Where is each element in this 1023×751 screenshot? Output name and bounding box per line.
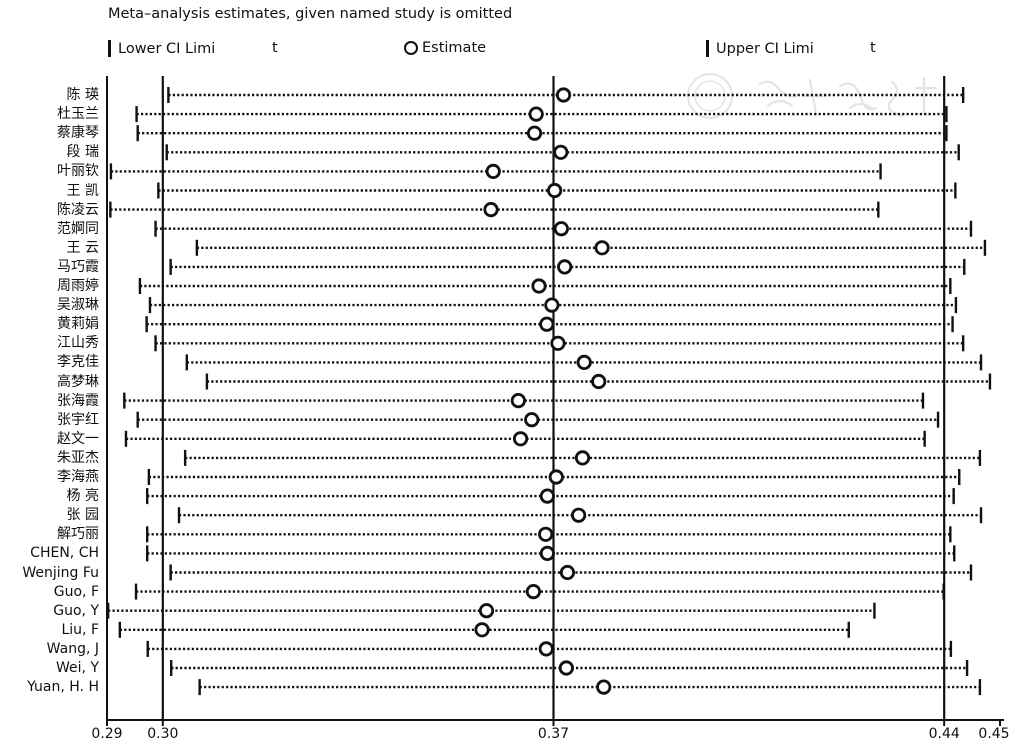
study-label: 李克佳 bbox=[57, 354, 99, 371]
study-label: Wenjing Fu bbox=[22, 564, 99, 581]
estimate-point-28 bbox=[474, 622, 490, 638]
estimate-point-25 bbox=[559, 564, 576, 581]
upper-ci-marker-icon bbox=[706, 40, 709, 57]
legend-estimate: Estimate bbox=[404, 40, 486, 56]
estimate-point-11 bbox=[544, 297, 560, 313]
estimate-point-20 bbox=[548, 469, 564, 485]
estimate-point-3 bbox=[553, 144, 569, 160]
estimate-point-17 bbox=[524, 412, 540, 428]
x-tick-label: 0.45 bbox=[978, 726, 1010, 742]
estimate-point-4 bbox=[485, 163, 501, 179]
legend-lower-ci: Lower CI Limi bbox=[108, 40, 215, 57]
study-label: Wang, J bbox=[46, 640, 99, 657]
study-label: 李海燕 bbox=[57, 469, 99, 485]
estimate-point-14 bbox=[576, 354, 592, 370]
x-tick-label: 0.29 bbox=[91, 726, 123, 742]
estimate-point-1 bbox=[528, 106, 544, 122]
study-label: 江山秀 bbox=[57, 335, 99, 352]
estimate-point-26 bbox=[525, 583, 542, 600]
estimate-point-13 bbox=[550, 335, 566, 351]
study-label: 张宇红 bbox=[57, 411, 99, 428]
study-label: 段 瑞 bbox=[66, 144, 99, 161]
legend-lower-ci-label: Lower CI Limi bbox=[118, 40, 216, 57]
study-label: 马巧霞 bbox=[57, 258, 99, 275]
study-label: 蔡康琴 bbox=[57, 125, 99, 142]
study-label: 朱亚杰 bbox=[57, 449, 99, 466]
study-label: 张 园 bbox=[66, 507, 99, 524]
estimate-point-9 bbox=[557, 259, 573, 275]
x-tick-label: 0.44 bbox=[928, 726, 960, 742]
lower-ci-marker-icon bbox=[108, 40, 111, 57]
estimate-point-24 bbox=[539, 545, 555, 562]
estimate-point-16 bbox=[510, 392, 526, 409]
legend-upper-ci-label: Upper CI Limi bbox=[716, 40, 814, 57]
estimate-point-15 bbox=[591, 373, 607, 390]
estimate-point-7 bbox=[553, 221, 569, 237]
estimate-marker-icon bbox=[404, 41, 418, 55]
study-label: Wei, Y bbox=[56, 660, 99, 676]
chart-title: Meta–analysis estimates, given named stu… bbox=[108, 6, 513, 22]
estimate-point-6 bbox=[483, 202, 499, 218]
study-label: Guo, F bbox=[53, 583, 99, 600]
estimate-point-18 bbox=[512, 431, 529, 447]
study-label: Yuan, H. H bbox=[27, 679, 99, 696]
legend-estimate-label: Estimate bbox=[422, 40, 487, 56]
estimate-point-29 bbox=[538, 641, 554, 657]
legend-upper-ci-suffix: t bbox=[870, 40, 876, 56]
x-tick-label: 0.30 bbox=[147, 726, 179, 742]
study-label: 王 云 bbox=[66, 239, 99, 256]
study-label: 杜玉兰 bbox=[57, 106, 99, 123]
study-label: 陈凌云 bbox=[57, 201, 99, 218]
estimate-point-30 bbox=[558, 660, 574, 676]
study-label: Guo, Y bbox=[53, 602, 99, 619]
study-label: 赵文一 bbox=[57, 430, 99, 447]
estimate-point-8 bbox=[594, 240, 610, 256]
study-label: 王 凯 bbox=[66, 182, 99, 199]
study-label: 杨 亮 bbox=[66, 488, 99, 505]
study-label: 陈 瑛 bbox=[66, 87, 99, 103]
study-label: 高梦琳 bbox=[57, 373, 99, 390]
study-label: 黄莉娟 bbox=[57, 316, 99, 333]
estimate-point-23 bbox=[538, 526, 554, 542]
estimate-point-21 bbox=[539, 488, 555, 504]
study-label: 张海霞 bbox=[57, 392, 99, 409]
legend-lower-ci-suffix: t bbox=[272, 40, 278, 56]
study-label: CHEN, CH bbox=[30, 545, 99, 562]
study-label: 吴淑琳 bbox=[57, 297, 99, 314]
estimate-point-5 bbox=[547, 182, 563, 199]
estimate-point-31 bbox=[596, 679, 612, 695]
estimate-point-19 bbox=[574, 450, 591, 466]
study-label: 解巧丽 bbox=[57, 526, 99, 543]
estimate-point-27 bbox=[478, 603, 495, 619]
study-label: 范婀同 bbox=[57, 220, 99, 237]
study-label: 周雨婷 bbox=[57, 278, 99, 294]
x-tick-label: 0.37 bbox=[537, 726, 570, 742]
study-label: 叶丽钦 bbox=[57, 163, 99, 180]
estimate-point-10 bbox=[531, 278, 547, 294]
study-label: Liu, F bbox=[61, 621, 99, 638]
estimate-point-22 bbox=[571, 507, 587, 523]
estimate-point-12 bbox=[539, 316, 555, 332]
estimate-point-2 bbox=[526, 125, 543, 141]
legend-upper-ci: Upper CI Limi bbox=[706, 40, 814, 57]
estimate-point-0 bbox=[555, 87, 572, 103]
